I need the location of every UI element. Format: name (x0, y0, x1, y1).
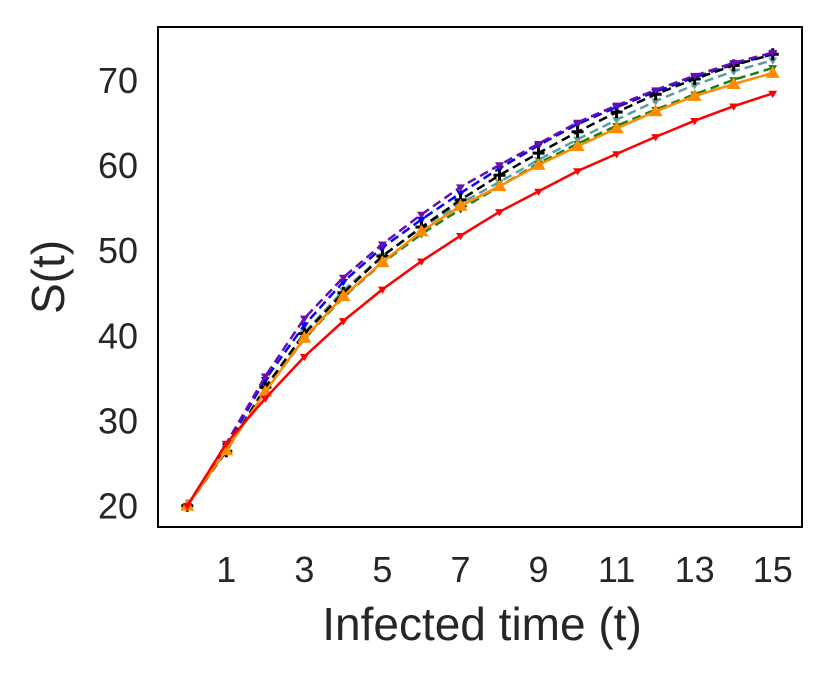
data-point (455, 184, 465, 192)
data-point (573, 168, 583, 176)
data-point (299, 353, 309, 362)
data-point (651, 134, 661, 142)
data-point (534, 188, 544, 196)
data-point (729, 68, 739, 76)
plot-background (158, 27, 802, 527)
data-point (534, 140, 544, 149)
data-point (729, 103, 739, 111)
data-point (182, 503, 192, 511)
x-tick-label: 9 (529, 549, 549, 590)
data-point (690, 82, 700, 90)
y-tick-label: 30 (98, 401, 138, 442)
data-point (651, 87, 661, 95)
x-tick-label: 11 (598, 549, 635, 590)
data-point (690, 117, 700, 126)
data-point (612, 117, 622, 125)
series-line-orange (186, 71, 774, 507)
x-tick-label: 15 (753, 549, 793, 590)
data-point (299, 322, 309, 330)
data-point (455, 232, 465, 241)
data-point (612, 102, 622, 110)
x-tick-label: 1 (216, 549, 236, 590)
x-tick-label: 7 (450, 549, 470, 590)
y-tick-label: 70 (98, 60, 138, 101)
data-point (299, 315, 309, 323)
data-point (495, 162, 505, 170)
data-point (726, 77, 741, 89)
data-point (690, 72, 700, 81)
x-tick-labels: 1 3 5 7 9 11 13 15 (216, 549, 792, 590)
data-point (648, 104, 663, 117)
x-tick-label: 3 (294, 549, 314, 590)
data-point (260, 395, 270, 403)
data-point (609, 121, 624, 134)
data-point (219, 443, 234, 456)
data-point (416, 258, 426, 266)
data-point (377, 241, 387, 249)
y-tick-labels: 20 30 40 50 60 70 (98, 60, 138, 527)
plot-frame (157, 26, 803, 528)
data-point (492, 179, 507, 192)
x-tick-label: 5 (372, 549, 392, 590)
data-point (531, 157, 546, 170)
data-point (768, 90, 778, 98)
data-point (570, 139, 585, 152)
series-layer (180, 48, 780, 512)
data-point (765, 65, 780, 78)
data-point (612, 151, 622, 159)
data-point (375, 255, 390, 267)
x-tick-label: 13 (675, 549, 715, 590)
series-red (182, 90, 778, 511)
data-point (493, 169, 506, 182)
data-point (260, 373, 270, 381)
data-point (532, 147, 545, 160)
data-point (416, 211, 426, 219)
series-line-black (186, 53, 774, 507)
y-tick-label: 20 (98, 486, 138, 527)
data-point (416, 216, 426, 225)
series-line-red (186, 92, 774, 507)
data-point (338, 318, 348, 326)
data-point (453, 198, 468, 211)
data-point (221, 440, 231, 449)
y-tick-label: 40 (98, 315, 138, 356)
data-point (297, 330, 312, 343)
data-point (729, 60, 739, 68)
data-point (495, 209, 505, 217)
data-point (687, 88, 702, 101)
x-axis-label: Infected time (t) (322, 598, 642, 650)
data-point (651, 98, 661, 106)
data-point (768, 49, 778, 58)
data-point (336, 289, 351, 302)
data-point (338, 274, 348, 282)
series-line-purple (186, 51, 774, 507)
data-point (571, 125, 584, 138)
data-point (377, 286, 387, 294)
data-point (573, 119, 583, 127)
data-point (768, 57, 778, 65)
series-line-blue (186, 53, 774, 507)
data-point (414, 224, 429, 237)
y-axis-label: S(t) (22, 240, 74, 314)
y-tick-label: 60 (98, 145, 138, 186)
y-tick-label: 50 (98, 230, 138, 271)
